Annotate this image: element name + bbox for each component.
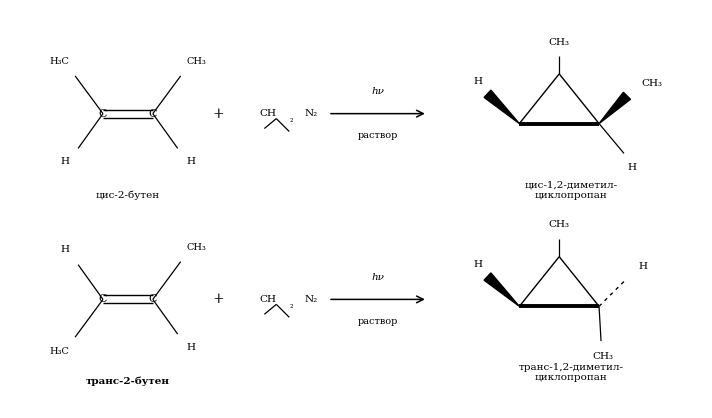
Text: цис-1,2-диметил-
циклопропан: цис-1,2-диметил- циклопропан [525, 180, 618, 199]
Polygon shape [484, 90, 519, 124]
Polygon shape [599, 92, 630, 124]
Text: H: H [61, 245, 70, 254]
Text: ₂: ₂ [289, 115, 293, 124]
Text: C: C [149, 109, 157, 119]
Text: H: H [473, 77, 482, 87]
Text: C: C [99, 294, 108, 304]
Text: +: + [213, 107, 224, 121]
Text: CH₃: CH₃ [549, 220, 570, 229]
Text: H₃C: H₃C [49, 347, 69, 356]
Text: H: H [473, 260, 482, 269]
Text: раствор: раствор [357, 317, 398, 326]
Text: N₂: N₂ [304, 295, 318, 304]
Text: H: H [186, 343, 195, 352]
Text: CH₃: CH₃ [592, 352, 614, 360]
Text: CH₃: CH₃ [187, 58, 206, 66]
Text: раствор: раствор [357, 131, 398, 140]
Text: H: H [639, 262, 648, 271]
Text: H: H [627, 163, 637, 172]
Text: ₂: ₂ [289, 301, 293, 310]
Text: транс-1,2-диметил-
циклопропан: транс-1,2-диметил- циклопропан [518, 363, 624, 382]
Text: +: + [213, 293, 224, 306]
Text: CH₃: CH₃ [187, 243, 206, 252]
Text: N₂: N₂ [304, 109, 318, 118]
Text: CH₃: CH₃ [641, 79, 662, 88]
Text: C: C [149, 294, 157, 304]
Text: цис-2-бутен: цис-2-бутен [96, 190, 160, 200]
Text: CH: CH [260, 109, 277, 118]
Text: C: C [99, 109, 108, 119]
Text: CH: CH [260, 295, 277, 304]
Polygon shape [484, 273, 519, 306]
Text: транс-2-бутен: транс-2-бутен [86, 376, 170, 385]
Text: H₃C: H₃C [49, 58, 69, 66]
Text: hν: hν [372, 87, 384, 96]
Text: CH₃: CH₃ [549, 38, 570, 47]
Text: hν: hν [372, 273, 384, 282]
Text: H: H [61, 157, 70, 166]
Text: H: H [186, 157, 195, 166]
